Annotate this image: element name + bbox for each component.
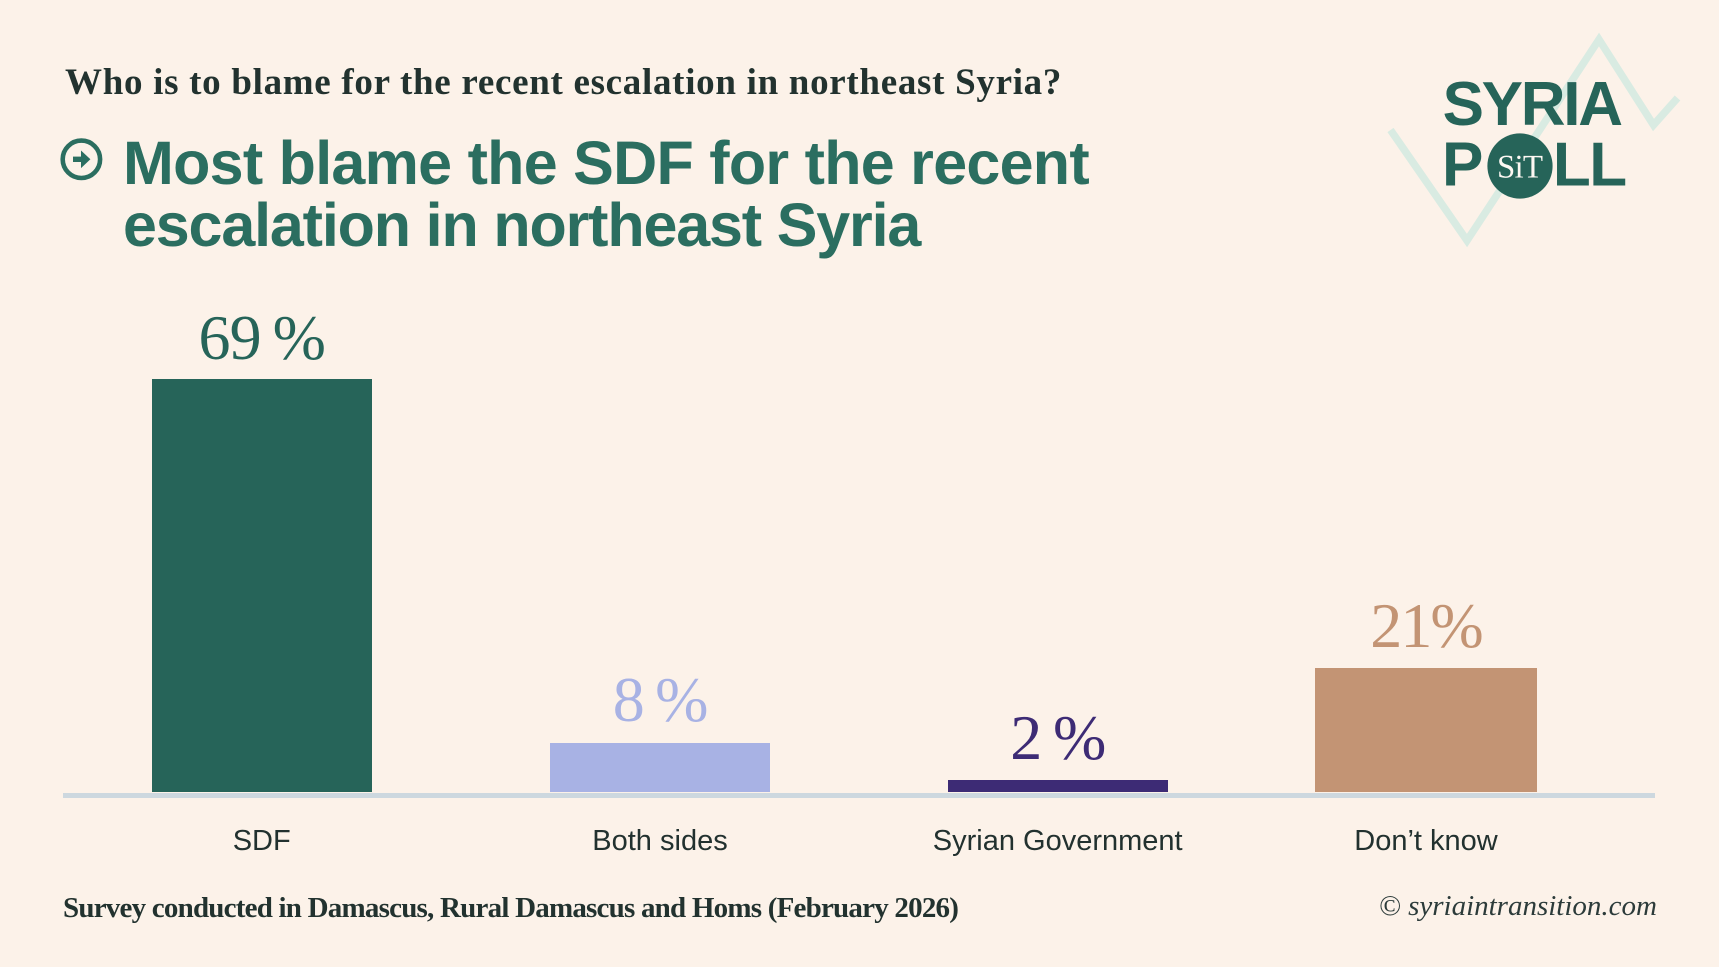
svg-text:SYRIA: SYRIA: [1443, 70, 1623, 139]
svg-text:LL: LL: [1553, 131, 1626, 200]
svg-text:P: P: [1442, 131, 1483, 200]
